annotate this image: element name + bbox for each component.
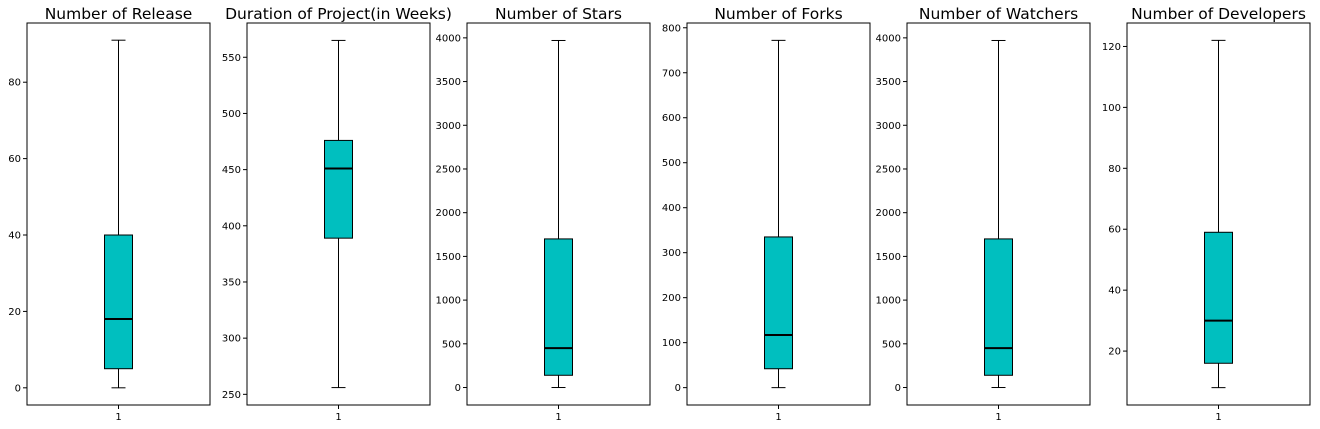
chart-title: Duration of Project(in Weeks)	[225, 5, 452, 23]
y-tick-label: 3000	[876, 121, 901, 132]
axes-frame	[686, 22, 871, 406]
y-tick-label: 250	[222, 390, 241, 401]
x-tick-label: 1	[1215, 412, 1221, 423]
chart-title: Number of Developers	[1131, 5, 1306, 23]
x-tick-label: 1	[335, 412, 341, 423]
y-tick-label: 20	[1108, 347, 1121, 358]
box-panel: Duration of Project(in Weeks) 250 300 350 40…	[222, 5, 452, 423]
box-panel: Number of Stars 0 500 1000 1500 2000 2500 3000 3…	[436, 5, 651, 423]
y-tick-label: 1000	[876, 296, 901, 307]
y-tick-label: 3000	[436, 121, 461, 132]
y-tick-label: 100	[1102, 103, 1121, 114]
y-tick-label: 2500	[876, 164, 901, 175]
y-tick-label: 0	[895, 383, 901, 394]
y-tick-label: 400	[662, 203, 681, 214]
y-tick-label: 500	[442, 339, 461, 350]
y-tick-label: 3500	[876, 77, 901, 88]
y-tick-label: 300	[662, 248, 681, 259]
iqr-box	[104, 234, 133, 370]
iqr-box	[544, 238, 573, 376]
y-tick-label: 2500	[436, 164, 461, 175]
box-panel: Number of Forks 0 100 200 300 400 500 600 700 800…	[662, 5, 871, 423]
chart-title: Number of Stars	[495, 5, 622, 23]
y-tick-label: 500	[882, 339, 901, 350]
chart-title: Number of Release	[45, 5, 193, 23]
x-tick-label: 1	[115, 412, 121, 423]
iqr-box	[324, 139, 353, 239]
y-tick-label: 550	[222, 53, 241, 64]
y-tick-label: 2000	[876, 208, 901, 219]
y-tick-label: 20	[8, 307, 21, 318]
y-tick-label: 2000	[436, 208, 461, 219]
y-tick-label: 4000	[876, 33, 901, 44]
box-panel: Number of Developers 20 40 60 80 100 120 1	[1102, 5, 1311, 423]
y-tick-label: 0	[455, 383, 461, 394]
y-tick-label: 60	[1108, 225, 1121, 236]
iqr-box	[984, 238, 1013, 376]
y-tick-label: 600	[662, 113, 681, 124]
y-tick-label: 800	[662, 23, 681, 34]
chart-title: Number of Forks	[714, 5, 842, 23]
y-tick-label: 120	[1102, 42, 1121, 53]
axes-frame	[246, 22, 431, 406]
y-tick-label: 700	[662, 68, 681, 79]
y-tick-label: 450	[222, 165, 241, 176]
x-tick-label: 1	[555, 412, 561, 423]
axes-frame	[1126, 22, 1311, 406]
y-tick-label: 500	[662, 158, 681, 169]
chart-title: Number of Watchers	[919, 5, 1078, 23]
axes-frame	[466, 22, 651, 406]
y-tick-label: 80	[1108, 164, 1121, 175]
y-tick-label: 40	[8, 231, 21, 242]
y-tick-label: 200	[662, 293, 681, 304]
x-tick-label: 1	[775, 412, 781, 423]
x-tick-label: 1	[995, 412, 1001, 423]
y-tick-label: 300	[222, 334, 241, 345]
box-panel: Number of Watchers 0 500 1000 1500 2000 2500 30…	[876, 5, 1091, 423]
y-tick-label: 80	[8, 78, 21, 89]
iqr-box	[764, 236, 793, 370]
y-tick-label: 1000	[436, 296, 461, 307]
axes-frame	[906, 22, 1091, 406]
y-tick-label: 100	[662, 338, 681, 349]
iqr-box	[1204, 231, 1233, 364]
y-tick-label: 500	[222, 109, 241, 120]
y-tick-label: 1500	[436, 252, 461, 263]
y-tick-label: 350	[222, 277, 241, 288]
y-tick-label: 400	[222, 221, 241, 232]
y-tick-label: 4000	[436, 33, 461, 44]
axes-frame	[26, 22, 211, 406]
y-tick-label: 40	[1108, 286, 1121, 297]
y-tick-label: 3500	[436, 77, 461, 88]
y-tick-label: 60	[8, 154, 21, 165]
y-tick-label: 1500	[876, 252, 901, 263]
box-panel: Number of Release 0 20 40 60 80 1	[8, 5, 211, 423]
y-tick-label: 0	[675, 383, 681, 394]
y-tick-label: 0	[15, 383, 21, 394]
